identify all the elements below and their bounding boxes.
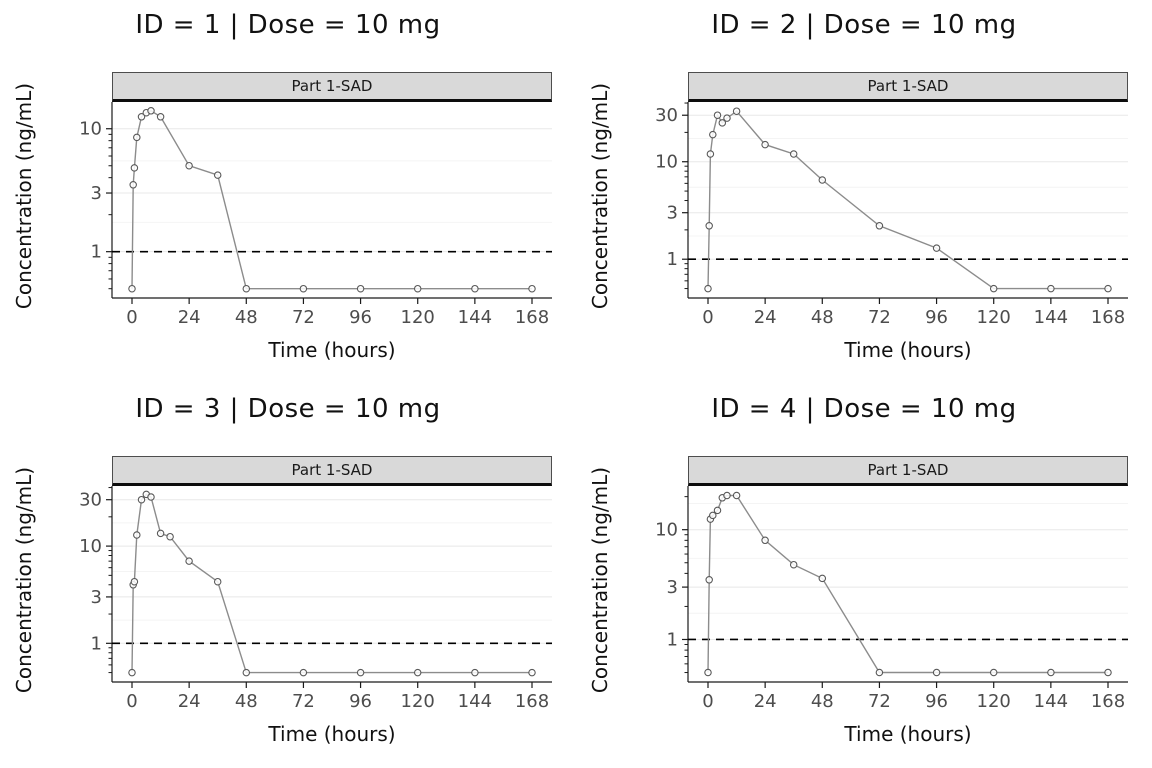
x-tick-label: 120 [977,691,1011,712]
panel-title: ID = 3 | Dose = 10 mg [135,394,441,424]
x-axis-ticks: 0 24 48 72 96 120 144 168 [126,298,549,328]
x-tick-label: 120 [401,691,435,712]
panel-title: ID = 1 | Dose = 10 mg [135,10,441,40]
x-tick-label: 168 [515,691,549,712]
y-tick-label: 10 [79,536,102,557]
x-tick-label: 72 [292,691,315,712]
x-tick-label: 24 [754,691,777,712]
y-axis-title: Concentration (ng/mL) [588,82,612,310]
facet-strip-label: Part 1-SAD [291,461,373,479]
grid-minor [688,137,1128,237]
x-tick-label: 72 [868,307,891,328]
x-tick-label: 168 [515,307,549,328]
pk-panel-id4: 0 24 48 72 96 120 144 168 1 3 10 ID = 4 | Dose = 1… [576,384,1152,768]
y-tick-label: 3 [667,577,678,598]
series-line [131,110,532,290]
x-axis-ticks: 0 24 48 72 96 120 144 168 [702,682,1125,712]
x-axis-title: Time (hours) [844,722,972,746]
x-tick-label: 48 [235,691,258,712]
x-tick-label: 24 [754,307,777,328]
concentration-time-plot: 0 24 48 72 96 120 144 168 1 3 10 [79,102,552,328]
x-tick-label: 0 [702,307,713,328]
y-tick-label: 1 [667,629,678,650]
facet-strip-label: Part 1-SAD [291,77,373,95]
facet-strip-label: Part 1-SAD [867,461,949,479]
x-tick-label: 72 [292,307,315,328]
y-tick-label: 30 [79,490,102,511]
panel-title: ID = 2 | Dose = 10 mg [711,10,1017,40]
x-axis-ticks: 0 24 48 72 96 120 144 168 [702,298,1125,328]
facet-strip: Part 1-SAD [688,72,1128,102]
y-tick-label: 1 [91,242,102,263]
x-tick-label: 144 [458,691,492,712]
x-tick-label: 48 [811,307,834,328]
y-axis-title: Concentration (ng/mL) [12,82,36,310]
y-tick-label: 3 [667,203,678,224]
y-axis-title: Concentration (ng/mL) [12,466,36,694]
x-tick-label: 144 [1034,307,1068,328]
y-tick-label: 3 [91,587,102,608]
facet-strip-label: Part 1-SAD [867,77,949,95]
grid-major [688,529,1128,640]
pk-panel-id1: 0 24 48 72 96 120 144 168 1 3 10 ID = 1 | Dose = 1… [0,0,576,384]
x-tick-label: 144 [458,307,492,328]
x-tick-label: 48 [235,307,258,328]
grid-minor [688,502,1128,614]
x-tick-label: 96 [349,691,372,712]
x-tick-label: 24 [178,691,201,712]
x-tick-label: 24 [178,307,201,328]
grid-minor [112,160,552,223]
panel-title: ID = 4 | Dose = 10 mg [711,394,1017,424]
series-line [707,110,1108,290]
y-axis-ticks: 1 3 10 30 [655,102,688,290]
x-tick-label: 72 [868,691,891,712]
concentration-time-plot: 0 24 48 72 96 120 144 168 1 3 10 30 [655,102,1128,328]
x-tick-label: 168 [1091,307,1125,328]
x-tick-label: 0 [702,691,713,712]
x-axis-ticks: 0 24 48 72 96 120 144 168 [126,682,549,712]
x-tick-label: 0 [126,307,137,328]
y-axis-ticks: 1 3 10 [655,496,688,674]
x-tick-label: 48 [811,691,834,712]
y-axis-ticks: 1 3 10 [79,119,112,290]
x-axis-title: Time (hours) [844,338,972,362]
x-tick-label: 96 [925,307,948,328]
y-tick-label: 1 [91,633,102,654]
y-axis-title: Concentration (ng/mL) [588,466,612,694]
x-tick-label: 168 [1091,691,1125,712]
y-axis-ticks: 1 3 10 30 [79,487,112,674]
y-tick-label: 30 [655,105,678,126]
facet-strip: Part 1-SAD [112,456,552,486]
y-tick-label: 3 [91,183,102,204]
pk-panel-id3: 0 24 48 72 96 120 144 168 1 3 10 30 ID = 3 | Dose =… [0,384,576,768]
facet-strip: Part 1-SAD [112,72,552,102]
y-tick-label: 10 [655,520,678,541]
grid-minor [112,522,552,621]
series-line [131,493,532,674]
concentration-time-plot: 0 24 48 72 96 120 144 168 1 3 10 30 [79,486,552,712]
y-tick-label: 10 [79,119,102,140]
x-tick-label: 96 [349,307,372,328]
y-tick-label: 1 [667,249,678,270]
x-axis-title: Time (hours) [268,722,396,746]
concentration-time-plot: 0 24 48 72 96 120 144 168 1 3 10 [655,486,1128,712]
x-tick-label: 96 [925,691,948,712]
series-line [707,494,1108,674]
x-tick-label: 144 [1034,691,1068,712]
facet-strip: Part 1-SAD [688,456,1128,486]
pk-panel-id2: 0 24 48 72 96 120 144 168 1 3 10 30 ID = 2 | Dose =… [576,0,1152,384]
x-axis-title: Time (hours) [268,338,396,362]
series-points [128,490,536,677]
x-tick-label: 0 [126,691,137,712]
series-points [704,107,1112,293]
series-points [704,491,1112,677]
x-tick-label: 120 [977,307,1011,328]
x-tick-label: 120 [401,307,435,328]
series-points [128,107,536,293]
y-tick-label: 10 [655,152,678,173]
